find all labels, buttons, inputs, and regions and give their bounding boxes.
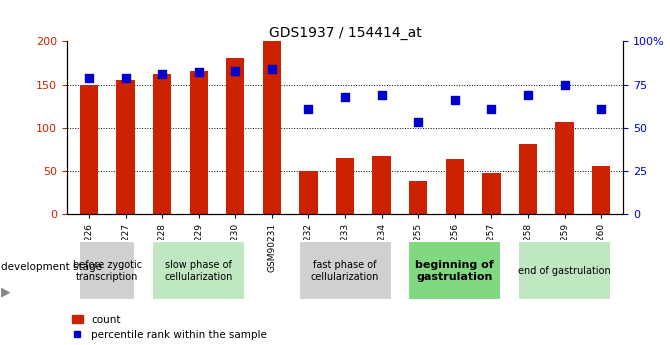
Bar [446, 159, 464, 214]
Point [267, 66, 277, 72]
Bar [519, 144, 537, 214]
Bar [555, 121, 574, 214]
Point [340, 94, 350, 99]
Text: end of gastrulation: end of gastrulation [518, 266, 611, 276]
Title: GDS1937 / 154414_at: GDS1937 / 154414_at [269, 26, 421, 40]
Bar [263, 41, 281, 214]
Text: ▶: ▶ [1, 285, 10, 298]
Bar [408, 241, 501, 300]
Bar [226, 58, 245, 214]
Bar [409, 181, 427, 214]
Bar [79, 241, 135, 300]
Point [303, 106, 314, 111]
Bar [80, 85, 98, 214]
Bar [592, 167, 610, 214]
Bar [518, 241, 611, 300]
Text: slow phase of
cellularization: slow phase of cellularization [165, 260, 233, 282]
Bar [190, 71, 208, 214]
Bar [373, 156, 391, 214]
Bar [153, 74, 172, 214]
Text: beginning of
gastrulation: beginning of gastrulation [415, 260, 494, 282]
Point [84, 75, 94, 80]
Point [523, 92, 533, 98]
Bar [299, 241, 391, 300]
Bar [336, 158, 354, 214]
Bar [152, 241, 245, 300]
Point [194, 70, 204, 75]
Bar [299, 171, 318, 214]
Bar [482, 173, 500, 214]
Text: before zygotic
transcription: before zygotic transcription [72, 260, 142, 282]
Point [559, 82, 570, 87]
Text: fast phase of
cellularization: fast phase of cellularization [311, 260, 379, 282]
Point [413, 120, 423, 125]
Bar [117, 80, 135, 214]
Point [157, 71, 168, 77]
Point [596, 106, 606, 111]
Text: development stage: development stage [1, 263, 102, 272]
Point [377, 92, 387, 98]
Point [486, 106, 496, 111]
Point [230, 68, 241, 73]
Point [120, 75, 131, 80]
Legend: count, percentile rank within the sample: count, percentile rank within the sample [72, 315, 267, 340]
Point [450, 97, 460, 103]
